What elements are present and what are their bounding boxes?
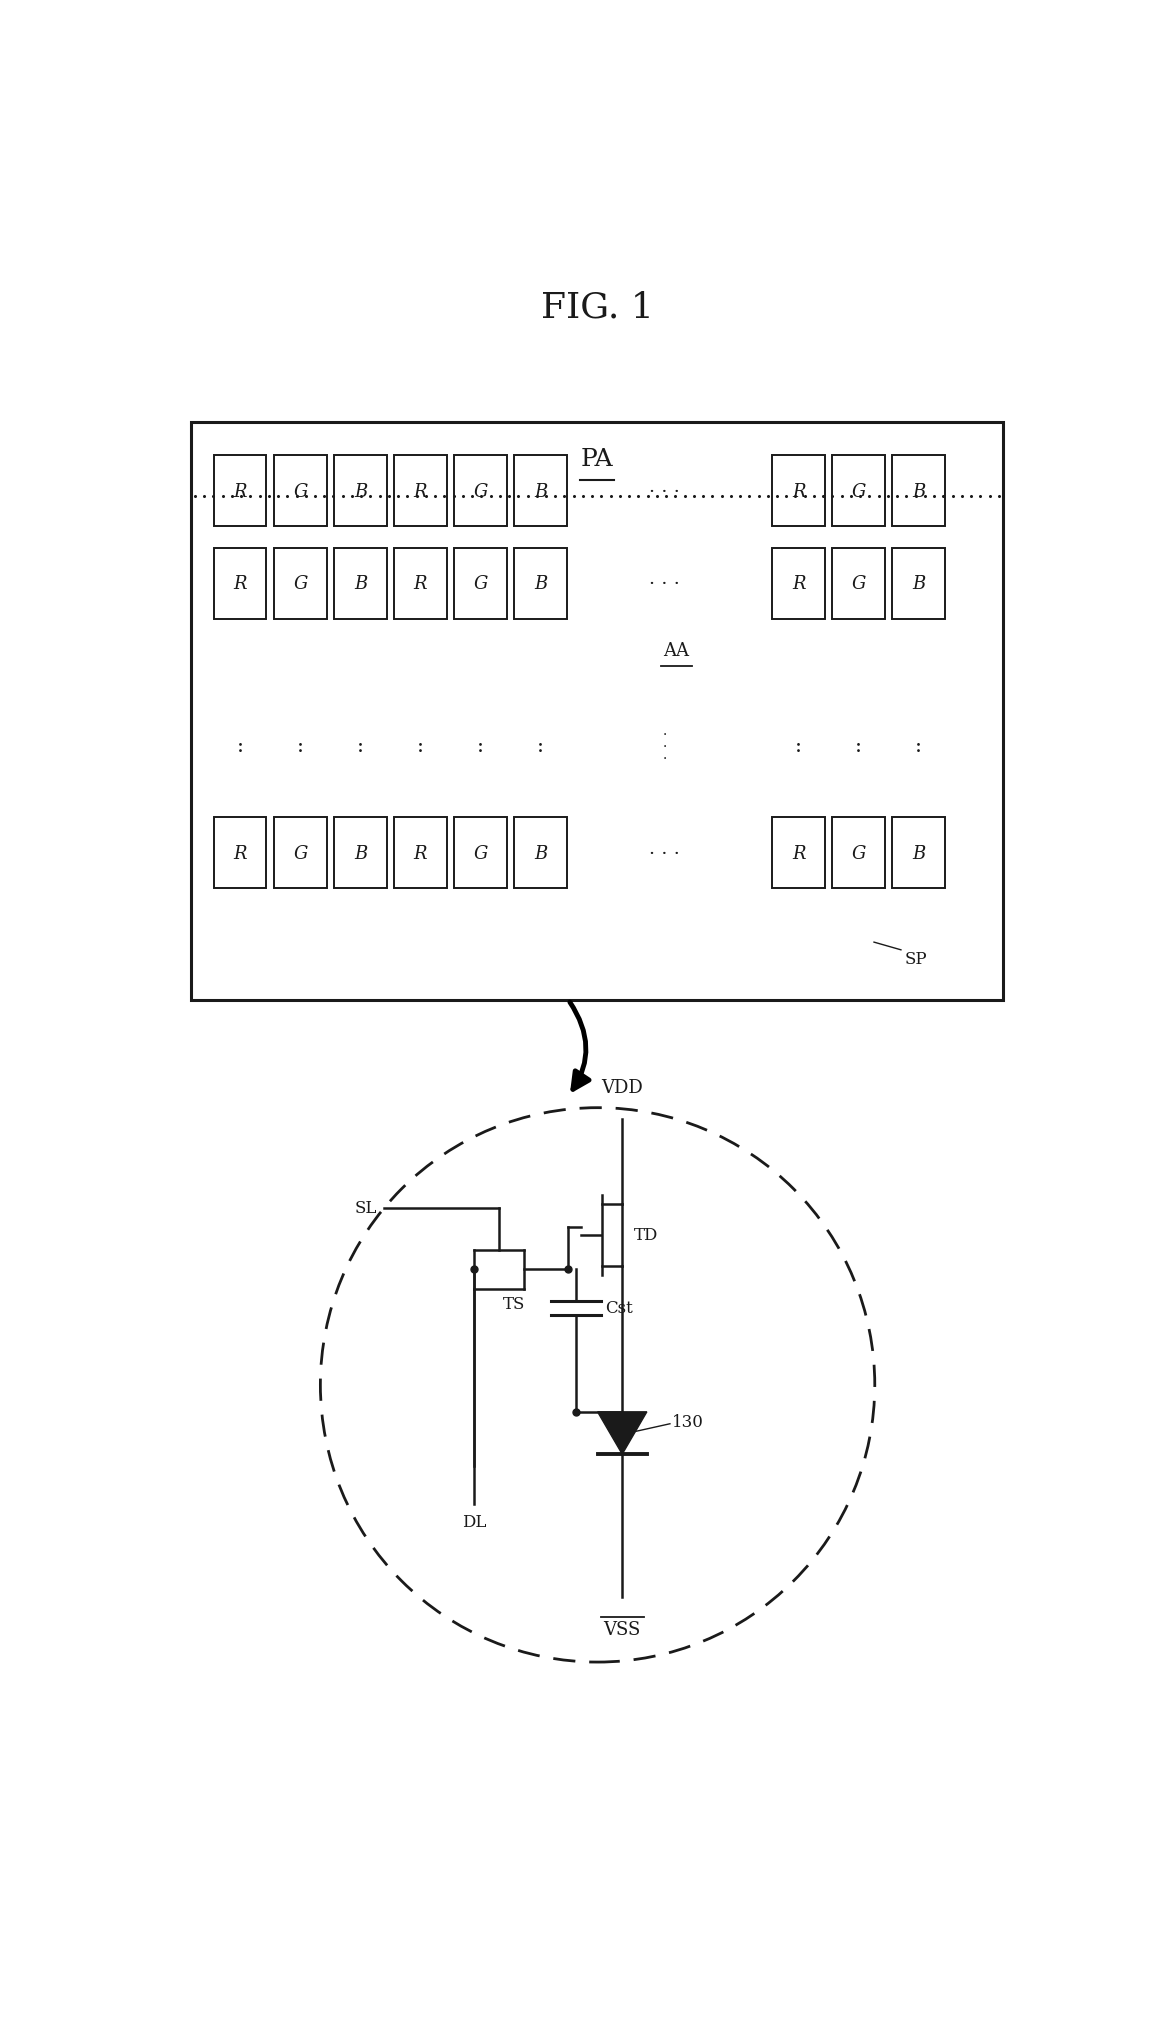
Text: VSS: VSS — [604, 1620, 641, 1638]
Text: :: : — [915, 738, 922, 756]
Bar — [455, 457, 507, 526]
Bar — [455, 549, 507, 620]
Bar — [892, 819, 944, 888]
Bar — [833, 549, 885, 620]
Text: AA: AA — [663, 642, 689, 658]
Polygon shape — [597, 1412, 647, 1455]
Text: :: : — [855, 738, 862, 756]
Bar — [833, 819, 885, 888]
Text: R: R — [233, 845, 247, 862]
Text: · · ·: · · · — [649, 845, 680, 862]
Text: B: B — [912, 484, 926, 500]
Text: G: G — [851, 845, 866, 862]
Text: G: G — [473, 484, 487, 500]
Text: R: R — [233, 575, 247, 593]
Text: R: R — [414, 845, 427, 862]
Bar — [335, 819, 387, 888]
Bar — [335, 549, 387, 620]
Text: · · ·: · · · — [649, 575, 680, 593]
Text: :: : — [795, 738, 802, 756]
Text: B: B — [353, 845, 367, 862]
Text: B: B — [353, 484, 367, 500]
Text: SL: SL — [354, 1199, 378, 1217]
Bar — [394, 819, 447, 888]
Text: G: G — [293, 845, 308, 862]
Bar — [215, 549, 267, 620]
Bar — [215, 819, 267, 888]
Text: SP: SP — [905, 951, 927, 967]
Text: :: : — [357, 738, 364, 756]
Text: B: B — [912, 575, 926, 593]
Bar — [892, 549, 944, 620]
Text: G: G — [293, 484, 308, 500]
Bar — [274, 819, 326, 888]
Text: TD: TD — [634, 1227, 658, 1244]
Text: G: G — [293, 575, 308, 593]
Text: :: : — [538, 738, 545, 756]
Bar — [514, 549, 567, 620]
Text: :: : — [417, 738, 424, 756]
Bar — [892, 457, 944, 526]
Text: ·
·
·: · · · — [662, 727, 667, 766]
Text: R: R — [792, 575, 806, 593]
Bar — [833, 457, 885, 526]
Text: · · ·: · · · — [649, 484, 680, 500]
Text: :: : — [297, 738, 304, 756]
Bar — [274, 549, 326, 620]
Bar — [215, 457, 267, 526]
Text: DL: DL — [462, 1514, 486, 1530]
Bar — [772, 457, 824, 526]
Text: :: : — [477, 738, 484, 756]
Bar — [455, 819, 507, 888]
Text: B: B — [353, 575, 367, 593]
Text: G: G — [473, 575, 487, 593]
Text: PA: PA — [581, 449, 613, 471]
Bar — [772, 549, 824, 620]
Text: B: B — [534, 484, 547, 500]
Text: 130: 130 — [673, 1412, 704, 1431]
Text: G: G — [851, 575, 866, 593]
Text: Cst: Cst — [605, 1300, 633, 1317]
Text: B: B — [534, 845, 547, 862]
Bar — [394, 457, 447, 526]
Bar — [274, 457, 326, 526]
Bar — [191, 423, 1004, 1000]
Bar — [335, 457, 387, 526]
Text: R: R — [792, 845, 806, 862]
Bar — [772, 819, 824, 888]
Text: R: R — [792, 484, 806, 500]
Text: FIG. 1: FIG. 1 — [541, 291, 654, 325]
Text: R: R — [233, 484, 247, 500]
Text: B: B — [534, 575, 547, 593]
Text: G: G — [851, 484, 866, 500]
Text: B: B — [912, 845, 926, 862]
Text: G: G — [473, 845, 487, 862]
Text: R: R — [414, 575, 427, 593]
Text: VDD: VDD — [602, 1079, 644, 1097]
Text: TS: TS — [503, 1294, 525, 1313]
Bar — [394, 549, 447, 620]
Text: R: R — [414, 484, 427, 500]
Text: :: : — [237, 738, 244, 756]
Bar — [514, 819, 567, 888]
Bar — [514, 457, 567, 526]
